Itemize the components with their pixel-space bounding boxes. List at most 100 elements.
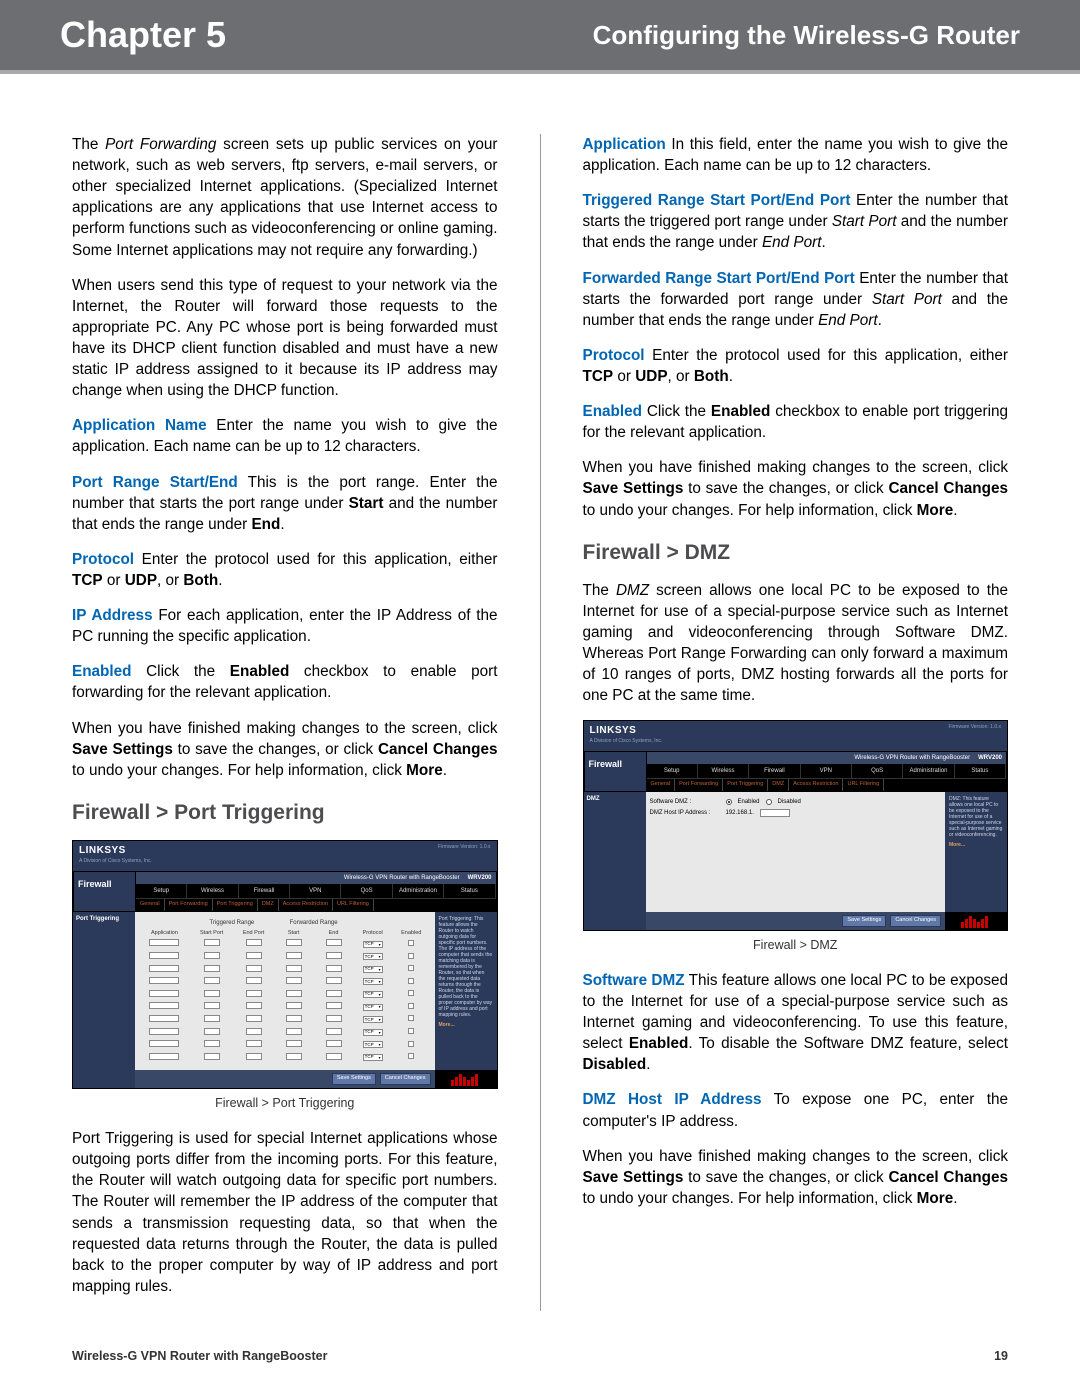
fwd-start-input[interactable] xyxy=(286,1040,302,1047)
more-link[interactable]: More... xyxy=(439,1022,493,1028)
trig-end-input[interactable] xyxy=(246,939,262,946)
sub-tab[interactable]: URL Filtering xyxy=(843,779,884,791)
trig-end-input[interactable] xyxy=(246,952,262,959)
trig-start-input[interactable] xyxy=(204,1028,220,1035)
application-input[interactable] xyxy=(149,1002,179,1009)
application-input[interactable] xyxy=(149,977,179,984)
enabled-checkbox[interactable] xyxy=(408,1028,414,1034)
fwd-end-input[interactable] xyxy=(326,1028,342,1035)
main-tab[interactable]: Status xyxy=(444,884,495,898)
fwd-end-input[interactable] xyxy=(326,939,342,946)
sub-tab[interactable]: DMZ xyxy=(768,779,789,791)
protocol-select[interactable]: TCP xyxy=(363,1029,383,1036)
enabled-radio[interactable] xyxy=(726,799,732,805)
fwd-start-input[interactable] xyxy=(286,1053,302,1060)
main-tab[interactable]: Setup xyxy=(647,764,698,778)
fwd-end-input[interactable] xyxy=(326,965,342,972)
protocol-select[interactable]: TCP xyxy=(363,1016,383,1023)
trig-start-input[interactable] xyxy=(204,939,220,946)
main-tab[interactable]: VPN xyxy=(290,884,341,898)
main-tab[interactable]: QoS xyxy=(341,884,392,898)
fwd-start-input[interactable] xyxy=(286,1002,302,1009)
trig-end-input[interactable] xyxy=(246,965,262,972)
more-link[interactable]: More... xyxy=(949,842,1003,848)
fwd-end-input[interactable] xyxy=(326,1015,342,1022)
trig-start-input[interactable] xyxy=(204,1015,220,1022)
trig-end-input[interactable] xyxy=(246,1040,262,1047)
sub-tab[interactable]: URL Filtering xyxy=(333,899,374,911)
protocol-select[interactable]: TCP xyxy=(363,941,383,948)
trig-end-input[interactable] xyxy=(246,990,262,997)
trig-start-input[interactable] xyxy=(204,1002,220,1009)
trig-end-input[interactable] xyxy=(246,1015,262,1022)
fwd-start-input[interactable] xyxy=(286,965,302,972)
main-tab[interactable]: Setup xyxy=(136,884,187,898)
enabled-checkbox[interactable] xyxy=(408,940,414,946)
trig-start-input[interactable] xyxy=(204,1040,220,1047)
trig-start-input[interactable] xyxy=(204,965,220,972)
trig-end-input[interactable] xyxy=(246,1028,262,1035)
main-tab[interactable]: QoS xyxy=(852,764,903,778)
enabled-checkbox[interactable] xyxy=(408,1053,414,1059)
protocol-select[interactable]: TCP xyxy=(363,978,383,985)
enabled-checkbox[interactable] xyxy=(408,953,414,959)
enabled-checkbox[interactable] xyxy=(408,1015,414,1021)
fwd-start-input[interactable] xyxy=(286,990,302,997)
enabled-checkbox[interactable] xyxy=(408,990,414,996)
dmz-ip-input[interactable] xyxy=(760,809,790,817)
protocol-select[interactable]: TCP xyxy=(363,953,383,960)
sub-tab[interactable]: Port Triggering xyxy=(723,779,768,791)
protocol-select[interactable]: TCP xyxy=(363,1054,383,1061)
application-input[interactable] xyxy=(149,1015,179,1022)
main-tab[interactable]: Wireless xyxy=(187,884,238,898)
sub-tab[interactable]: Port Forwarding xyxy=(165,899,213,911)
fwd-end-input[interactable] xyxy=(326,1053,342,1060)
main-tab[interactable]: Firewall xyxy=(239,884,290,898)
trig-end-input[interactable] xyxy=(246,1002,262,1009)
fwd-start-input[interactable] xyxy=(286,1028,302,1035)
application-input[interactable] xyxy=(149,965,179,972)
cancel-changes-button[interactable]: Cancel Changes xyxy=(380,1073,431,1085)
main-tab[interactable]: VPN xyxy=(801,764,852,778)
fwd-start-input[interactable] xyxy=(286,1015,302,1022)
disabled-radio[interactable] xyxy=(766,799,772,805)
application-input[interactable] xyxy=(149,939,179,946)
sub-tab[interactable]: DMZ xyxy=(258,899,279,911)
application-input[interactable] xyxy=(149,1040,179,1047)
trig-start-input[interactable] xyxy=(204,977,220,984)
trig-end-input[interactable] xyxy=(246,977,262,984)
fwd-start-input[interactable] xyxy=(286,952,302,959)
fwd-start-input[interactable] xyxy=(286,939,302,946)
enabled-checkbox[interactable] xyxy=(408,1003,414,1009)
fwd-end-input[interactable] xyxy=(326,990,342,997)
main-tab[interactable]: Firewall xyxy=(749,764,800,778)
main-tab[interactable]: Administration xyxy=(393,884,444,898)
enabled-checkbox[interactable] xyxy=(408,978,414,984)
fwd-start-input[interactable] xyxy=(286,977,302,984)
enabled-checkbox[interactable] xyxy=(408,965,414,971)
main-tab[interactable]: Administration xyxy=(903,764,954,778)
application-input[interactable] xyxy=(149,952,179,959)
trig-start-input[interactable] xyxy=(204,952,220,959)
trig-start-input[interactable] xyxy=(204,1053,220,1060)
cancel-changes-button[interactable]: Cancel Changes xyxy=(890,915,941,927)
sub-tab[interactable]: General xyxy=(136,899,165,911)
trig-start-input[interactable] xyxy=(204,990,220,997)
save-settings-button[interactable]: Save Settings xyxy=(332,1073,376,1085)
trig-end-input[interactable] xyxy=(246,1053,262,1060)
sub-tab[interactable]: Access Restriction xyxy=(789,779,843,791)
main-tab[interactable]: Status xyxy=(955,764,1006,778)
sub-tab[interactable]: Port Triggering xyxy=(213,899,258,911)
application-input[interactable] xyxy=(149,1028,179,1035)
protocol-select[interactable]: TCP xyxy=(363,1004,383,1011)
application-input[interactable] xyxy=(149,1053,179,1060)
sub-tab[interactable]: Access Restriction xyxy=(279,899,333,911)
fwd-end-input[interactable] xyxy=(326,952,342,959)
application-input[interactable] xyxy=(149,990,179,997)
sub-tab[interactable]: General xyxy=(647,779,676,791)
protocol-select[interactable]: TCP xyxy=(363,966,383,973)
main-tab[interactable]: Wireless xyxy=(698,764,749,778)
fwd-end-input[interactable] xyxy=(326,977,342,984)
protocol-select[interactable]: TCP xyxy=(363,1041,383,1048)
fwd-end-input[interactable] xyxy=(326,1040,342,1047)
